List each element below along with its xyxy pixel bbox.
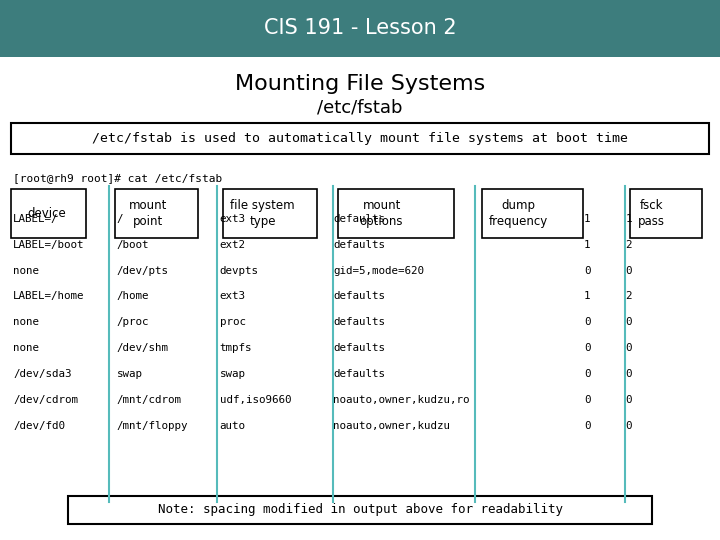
Text: dump
frequency: dump frequency bbox=[489, 199, 548, 228]
Text: noauto,owner,kudzu,ro: noauto,owner,kudzu,ro bbox=[333, 395, 470, 405]
Text: swap: swap bbox=[220, 369, 246, 379]
Text: fsck
pass: fsck pass bbox=[638, 199, 665, 228]
Text: proc: proc bbox=[220, 318, 246, 327]
Text: ext2: ext2 bbox=[220, 240, 246, 249]
Text: ext3: ext3 bbox=[220, 214, 246, 224]
Text: Mounting File Systems: Mounting File Systems bbox=[235, 73, 485, 94]
Text: 2: 2 bbox=[626, 240, 632, 249]
Text: 0: 0 bbox=[584, 318, 590, 327]
Text: none: none bbox=[13, 318, 39, 327]
Text: 2: 2 bbox=[626, 292, 632, 301]
Text: noauto,owner,kudzu: noauto,owner,kudzu bbox=[333, 421, 451, 431]
Bar bbox=[482, 189, 583, 238]
Bar bbox=[68, 496, 652, 524]
Text: 0: 0 bbox=[584, 343, 590, 353]
Text: /dev/sda3: /dev/sda3 bbox=[13, 369, 71, 379]
Bar bbox=[338, 189, 454, 238]
Text: ext3: ext3 bbox=[220, 292, 246, 301]
Text: 0: 0 bbox=[584, 421, 590, 431]
Text: file system
type: file system type bbox=[230, 199, 295, 228]
Text: /dev/cdrom: /dev/cdrom bbox=[13, 395, 78, 405]
Text: LABEL=/boot: LABEL=/boot bbox=[13, 240, 84, 249]
Text: defaults: defaults bbox=[333, 292, 385, 301]
Text: device: device bbox=[27, 207, 66, 220]
Text: 0: 0 bbox=[626, 395, 632, 405]
Text: defaults: defaults bbox=[333, 214, 385, 224]
Text: auto: auto bbox=[220, 421, 246, 431]
Text: defaults: defaults bbox=[333, 318, 385, 327]
Text: /etc/fstab is used to automatically mount file systems at boot time: /etc/fstab is used to automatically moun… bbox=[92, 132, 628, 145]
Text: CIS 191 - Lesson 2: CIS 191 - Lesson 2 bbox=[264, 18, 456, 38]
Text: /dev/shm: /dev/shm bbox=[117, 343, 168, 353]
Text: [root@rh9 root]# cat /etc/fstab: [root@rh9 root]# cat /etc/fstab bbox=[13, 173, 222, 183]
Text: mount
point: mount point bbox=[128, 199, 167, 228]
Bar bbox=[223, 189, 317, 238]
Text: gid=5,mode=620: gid=5,mode=620 bbox=[333, 266, 424, 275]
Text: defaults: defaults bbox=[333, 240, 385, 249]
Bar bbox=[11, 123, 709, 154]
Text: none: none bbox=[13, 266, 39, 275]
Text: 1: 1 bbox=[584, 292, 590, 301]
Text: /: / bbox=[117, 214, 123, 224]
Text: 0: 0 bbox=[626, 318, 632, 327]
Text: devpts: devpts bbox=[220, 266, 258, 275]
Text: none: none bbox=[13, 343, 39, 353]
Text: 1: 1 bbox=[626, 214, 632, 224]
Text: tmpfs: tmpfs bbox=[220, 343, 252, 353]
Text: /proc: /proc bbox=[117, 318, 149, 327]
Bar bbox=[11, 189, 86, 238]
Text: 1: 1 bbox=[584, 214, 590, 224]
Text: 0: 0 bbox=[584, 266, 590, 275]
Text: 0: 0 bbox=[584, 369, 590, 379]
Text: swap: swap bbox=[117, 369, 143, 379]
Bar bbox=[0, 0, 720, 57]
Text: 0: 0 bbox=[626, 421, 632, 431]
Text: /mnt/cdrom: /mnt/cdrom bbox=[117, 395, 181, 405]
Text: defaults: defaults bbox=[333, 369, 385, 379]
Text: /mnt/floppy: /mnt/floppy bbox=[117, 421, 188, 431]
Text: /boot: /boot bbox=[117, 240, 149, 249]
Text: /home: /home bbox=[117, 292, 149, 301]
Text: 1: 1 bbox=[584, 240, 590, 249]
Text: LABEL=/: LABEL=/ bbox=[13, 214, 58, 224]
Bar bbox=[115, 189, 198, 238]
Text: mount
options: mount options bbox=[360, 199, 403, 228]
Text: 0: 0 bbox=[626, 369, 632, 379]
Text: 0: 0 bbox=[584, 395, 590, 405]
Text: /dev/pts: /dev/pts bbox=[117, 266, 168, 275]
Text: /dev/fd0: /dev/fd0 bbox=[13, 421, 65, 431]
Text: /etc/fstab: /etc/fstab bbox=[318, 99, 402, 117]
Text: Note: spacing modified in output above for readability: Note: spacing modified in output above f… bbox=[158, 503, 562, 516]
Text: 0: 0 bbox=[626, 343, 632, 353]
Text: 0: 0 bbox=[626, 266, 632, 275]
Text: defaults: defaults bbox=[333, 343, 385, 353]
Text: udf,iso9660: udf,iso9660 bbox=[220, 395, 291, 405]
Text: LABEL=/home: LABEL=/home bbox=[13, 292, 84, 301]
Bar bbox=[630, 189, 702, 238]
